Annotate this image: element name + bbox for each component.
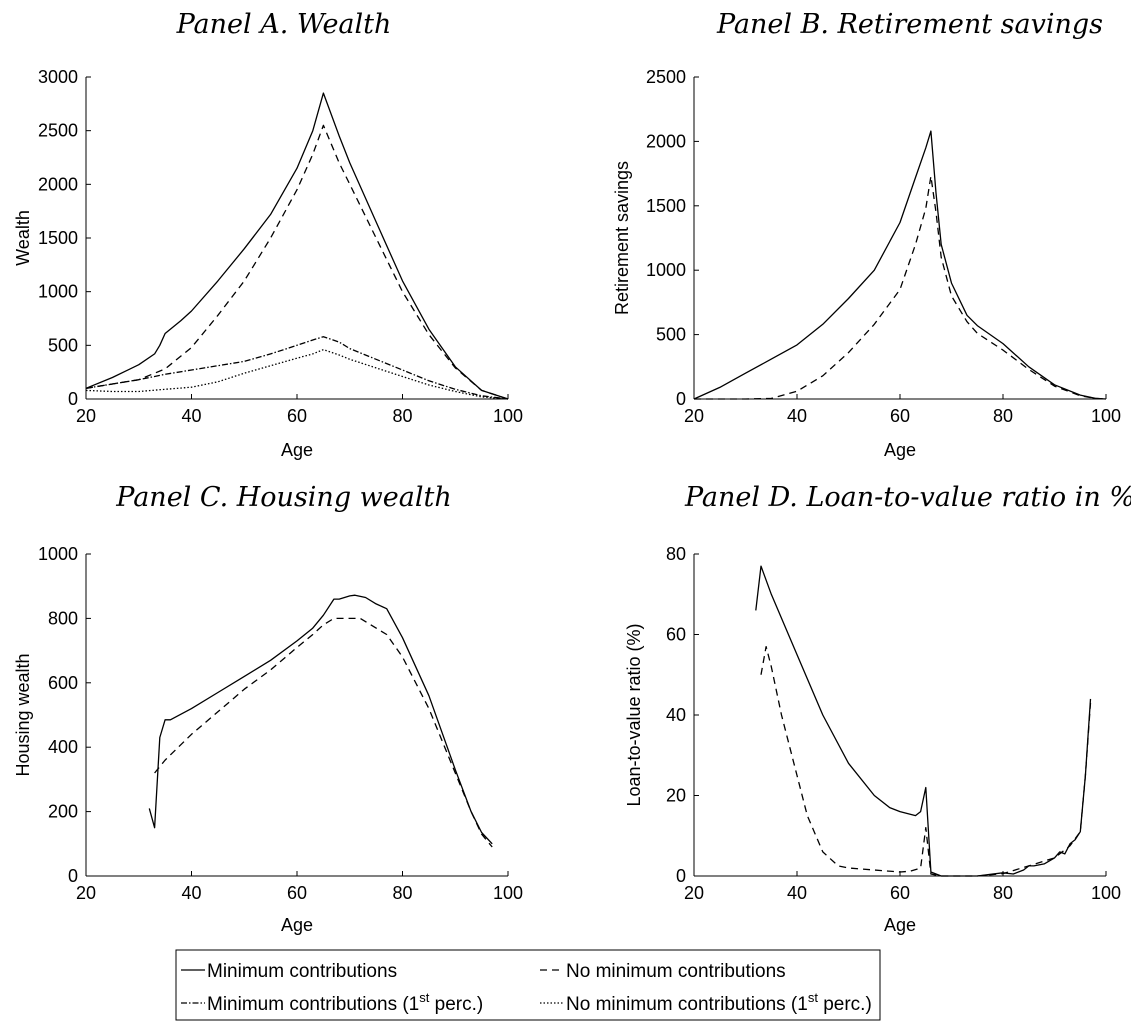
legend-label-no-minimum-contributions-1st: No minimum contributions (1st perc.) bbox=[566, 990, 872, 1015]
x-axis-label: Age bbox=[281, 915, 313, 935]
legend-label-minimum-contributions-1st: Minimum contributions (1st perc.) bbox=[207, 990, 483, 1015]
x-tick-label: 80 bbox=[993, 883, 1013, 903]
x-tick-label: 20 bbox=[76, 883, 96, 903]
y-tick-label: 2000 bbox=[646, 131, 686, 151]
x-tick-label: 80 bbox=[392, 406, 412, 426]
y-tick-label: 80 bbox=[666, 544, 686, 564]
y-tick-label: 1000 bbox=[38, 282, 78, 302]
series-line-dashed bbox=[154, 617, 493, 848]
y-tick-label: 0 bbox=[676, 389, 686, 409]
y-tick-label: 1500 bbox=[38, 228, 78, 248]
x-tick-label: 20 bbox=[684, 883, 704, 903]
x-tick-label: 40 bbox=[181, 406, 201, 426]
x-tick-label: 60 bbox=[287, 883, 307, 903]
y-tick-label: 60 bbox=[666, 625, 686, 645]
x-tick-label: 20 bbox=[76, 406, 96, 426]
y-tick-label: 500 bbox=[656, 325, 686, 345]
series-line-dashdot bbox=[85, 336, 509, 400]
y-tick-label: 0 bbox=[68, 866, 78, 886]
y-tick-label: 0 bbox=[68, 389, 78, 409]
series-line-dashed bbox=[694, 175, 1107, 400]
y-tick-label: 2000 bbox=[38, 174, 78, 194]
x-tick-label: 100 bbox=[1091, 406, 1121, 426]
x-tick-label: 60 bbox=[890, 406, 910, 426]
panel-title: Panel D. Loan-to-value ratio in % bbox=[684, 482, 1131, 513]
y-axis-label: Retirement savings bbox=[612, 161, 632, 315]
y-tick-label: 2500 bbox=[646, 67, 686, 87]
y-tick-label: 200 bbox=[48, 802, 78, 822]
y-tick-label: 400 bbox=[48, 737, 78, 757]
y-tick-label: 20 bbox=[666, 786, 686, 806]
x-tick-label: 100 bbox=[493, 406, 523, 426]
x-tick-label: 20 bbox=[684, 406, 704, 426]
legend-box bbox=[175, 949, 881, 1021]
x-tick-label: 40 bbox=[181, 883, 201, 903]
legend-label-minimum-contributions: Minimum contributions bbox=[207, 961, 397, 982]
x-tick-label: 60 bbox=[287, 406, 307, 426]
series-line-dotted bbox=[85, 348, 509, 400]
y-tick-label: 40 bbox=[666, 705, 686, 725]
panel-title: Panel A. Wealth bbox=[176, 9, 392, 40]
x-tick-label: 80 bbox=[993, 406, 1013, 426]
series-line-solid bbox=[693, 130, 1107, 400]
series-line-solid bbox=[85, 92, 509, 400]
legend-label-no-minimum-contributions: No minimum contributions bbox=[566, 961, 786, 982]
y-tick-label: 2500 bbox=[38, 121, 78, 141]
x-axis-label: Age bbox=[281, 440, 313, 460]
x-tick-label: 40 bbox=[787, 406, 807, 426]
panel-title: Panel B. Retirement savings bbox=[716, 9, 1103, 40]
y-tick-label: 800 bbox=[48, 608, 78, 628]
series-line-solid bbox=[148, 594, 493, 845]
x-tick-label: 60 bbox=[890, 883, 910, 903]
y-axis-label: Wealth bbox=[13, 210, 33, 266]
x-tick-label: 80 bbox=[392, 883, 412, 903]
y-tick-label: 1000 bbox=[646, 260, 686, 280]
y-axis-label: Loan-to-value ratio (%) bbox=[624, 623, 644, 806]
y-axis-label: Housing wealth bbox=[13, 653, 33, 776]
y-tick-label: 1000 bbox=[38, 544, 78, 564]
series-line-solid bbox=[755, 565, 1092, 877]
y-tick-label: 600 bbox=[48, 673, 78, 693]
x-tick-label: 100 bbox=[493, 883, 523, 903]
x-axis-label: Age bbox=[884, 440, 916, 460]
x-tick-label: 100 bbox=[1091, 883, 1121, 903]
panel-title: Panel C. Housing wealth bbox=[115, 482, 452, 513]
x-axis-label: Age bbox=[884, 915, 916, 935]
y-tick-label: 0 bbox=[676, 866, 686, 886]
y-tick-label: 1500 bbox=[646, 196, 686, 216]
series-line-dashed bbox=[760, 645, 1092, 877]
y-tick-label: 3000 bbox=[38, 67, 78, 87]
x-tick-label: 40 bbox=[787, 883, 807, 903]
panel-loan-to-value: Panel D. Loan-to-value ratio in % 20 40 60 8… bbox=[624, 482, 1131, 935]
y-tick-label: 500 bbox=[48, 335, 78, 355]
legend: Minimum contributions No minimum contrib… bbox=[175, 949, 881, 1021]
